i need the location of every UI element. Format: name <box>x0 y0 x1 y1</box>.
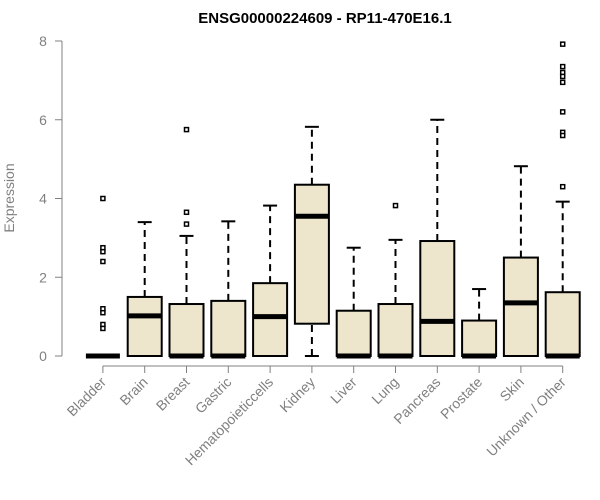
box-bladder <box>85 195 120 359</box>
outlier-point <box>100 258 106 265</box>
outlier-point <box>559 41 566 47</box>
box-brain <box>126 221 163 357</box>
outlier-point <box>100 248 106 255</box>
outlier-point <box>183 209 190 216</box>
box-rect <box>252 282 289 357</box>
y-tick-label: 4 <box>39 191 47 207</box>
x-tick-label: Breast <box>153 374 193 414</box>
box-unknown-other <box>544 41 581 359</box>
box-rect <box>502 256 539 357</box>
x-tick-label: Prostate <box>437 374 485 422</box>
chart-title: ENSG00000224609 - RP11-470E16.1 <box>198 10 452 27</box>
x-tick-label: Kidney <box>276 374 318 416</box>
x-tick-label: Skin <box>496 374 527 405</box>
outlier-point <box>559 132 566 139</box>
box-rect <box>544 291 581 357</box>
y-axis: 0 2 4 6 8 <box>39 33 63 364</box>
outlier-point <box>559 109 566 115</box>
box-rect <box>335 309 372 357</box>
box-breast <box>168 126 205 359</box>
box-gastric <box>210 220 247 359</box>
box-rect <box>210 299 247 357</box>
y-axis-label: Expression <box>1 163 17 232</box>
box-rect <box>461 319 498 357</box>
box-lung <box>377 202 414 359</box>
x-tick-label: Liver <box>327 374 360 407</box>
y-tick-label: 8 <box>39 33 47 49</box>
x-tick-label: Brain <box>116 374 150 408</box>
box-rect <box>419 240 456 357</box>
y-tick-label: 6 <box>39 112 47 128</box>
x-tick-label: Lung <box>368 374 401 407</box>
y-tick-label: 0 <box>39 348 47 364</box>
box-hematopoieticcells <box>252 204 289 357</box>
outlier-point <box>559 183 566 190</box>
box-rect <box>126 295 163 357</box>
box-pancreas <box>419 118 456 357</box>
x-tick-label: Bladder <box>64 374 110 420</box>
outlier-point <box>100 325 106 332</box>
box-liver <box>335 246 372 359</box>
outlier-point <box>392 202 399 209</box>
box-rect <box>293 183 330 325</box>
box-kidney <box>293 125 330 357</box>
y-tick-label: 2 <box>39 269 47 285</box>
box-group <box>85 41 581 359</box>
outlier-point <box>100 195 106 202</box>
outlier-point <box>559 63 566 70</box>
x-axis: Bladder Brain Breast GastricHematopoieticce… <box>64 365 569 468</box>
box-prostate <box>461 288 498 359</box>
outlier-point <box>183 221 190 227</box>
outlier-point <box>559 79 566 86</box>
outlier-point <box>183 126 190 133</box>
outlier-point <box>100 309 106 316</box>
x-tick-label: Unknown / Other <box>483 374 569 460</box>
outlier-point <box>559 73 566 80</box>
box-rect <box>168 303 205 357</box>
box-skin <box>502 165 539 357</box>
box-rect <box>377 303 414 357</box>
